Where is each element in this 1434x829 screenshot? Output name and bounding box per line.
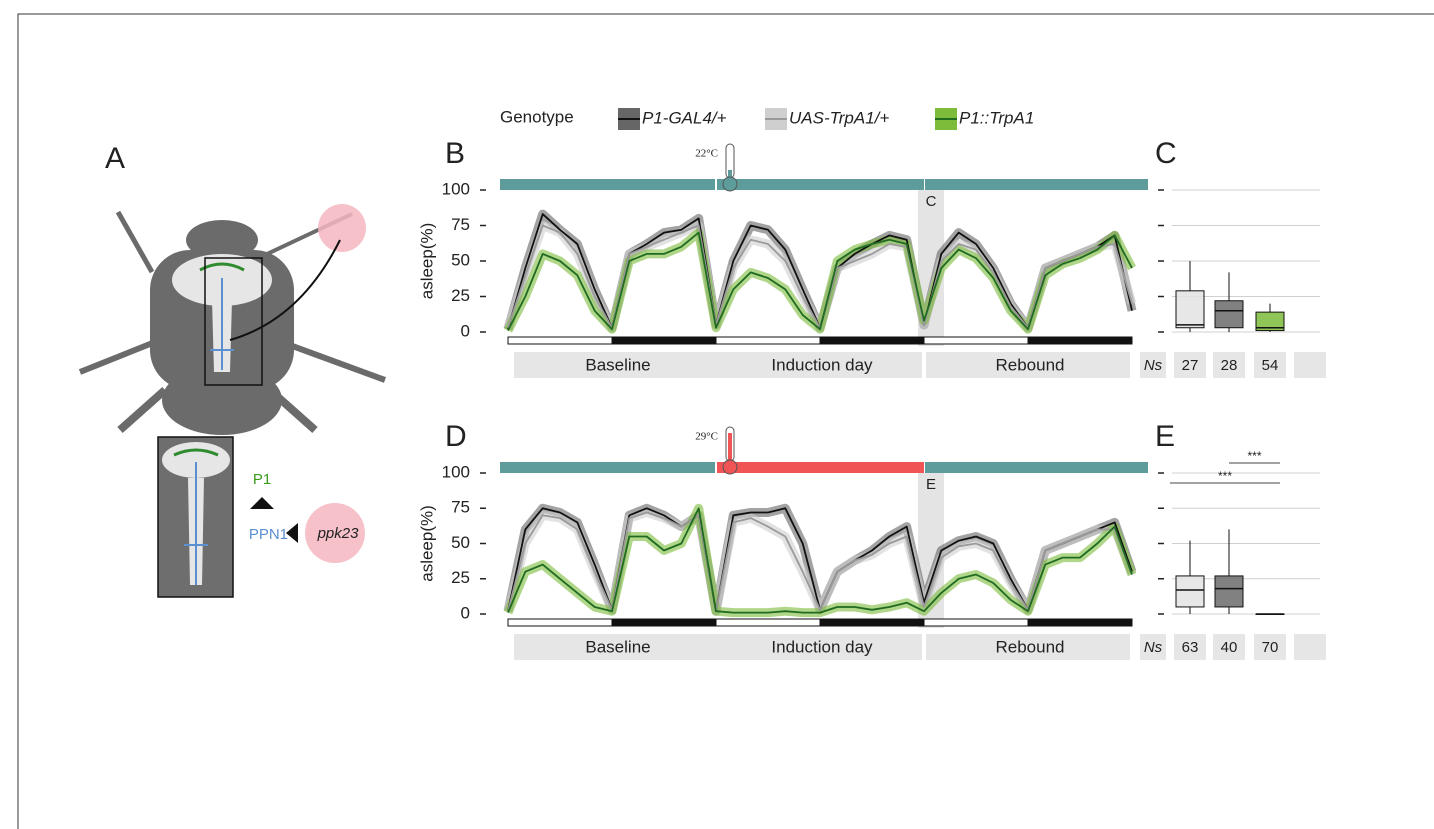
y-tick-label: 100 — [442, 462, 470, 481]
ns-box — [1294, 352, 1326, 378]
ppn1-label: PPN1 — [249, 526, 288, 543]
temperature-bar — [500, 462, 715, 473]
light-dark-bar — [508, 619, 612, 626]
panel-label: E — [1155, 420, 1175, 453]
significance-label: *** — [1247, 449, 1261, 463]
period-label: Induction day — [771, 355, 873, 374]
y-axis-label: asleep(%) — [417, 505, 436, 582]
y-tick-label: 75 — [451, 215, 470, 234]
ppk23-label: ppk23 — [317, 525, 360, 542]
light-dark-bar — [612, 337, 716, 344]
temperature-bar — [717, 179, 924, 190]
light-dark-bar — [820, 619, 924, 626]
y-tick-label: 0 — [461, 603, 470, 622]
y-tick-label: 75 — [451, 498, 470, 517]
temperature-label: 22°C — [695, 148, 718, 160]
temperature-label: 29°C — [695, 431, 718, 443]
n-value: 27 — [1182, 357, 1199, 374]
thermometer-fill — [728, 433, 732, 463]
y-axis-label: asleep(%) — [417, 223, 436, 300]
temperature-bar — [500, 179, 715, 190]
n-value: 28 — [1221, 357, 1238, 374]
legend-entry: P1::TrpA1 — [959, 108, 1034, 127]
ns-label: Ns — [1144, 639, 1163, 656]
legend-title: Genotype — [500, 107, 574, 126]
temperature-bar — [717, 462, 924, 473]
period-label: Baseline — [585, 637, 650, 656]
light-dark-bar — [1028, 337, 1132, 344]
period-label: Induction day — [771, 637, 873, 656]
period-label: Baseline — [585, 355, 650, 374]
light-dark-bar — [1028, 619, 1132, 626]
light-dark-bar — [716, 619, 820, 626]
significance-label: *** — [1218, 469, 1232, 483]
light-dark-bar — [716, 337, 820, 344]
period-label: Rebound — [995, 637, 1064, 656]
n-value: 70 — [1262, 639, 1279, 656]
n-value: 40 — [1221, 639, 1238, 656]
panel-label: C — [1155, 137, 1177, 170]
y-tick-label: 50 — [451, 533, 470, 552]
light-dark-bar — [612, 619, 716, 626]
box-body — [1215, 301, 1243, 328]
ns-label: Ns — [1144, 357, 1163, 374]
box-body — [1215, 576, 1243, 607]
y-tick-label: 50 — [451, 250, 470, 269]
y-tick-label: 25 — [451, 286, 470, 305]
light-dark-bar — [924, 619, 1028, 626]
temperature-bar — [925, 179, 1148, 190]
panel-label: D — [445, 420, 467, 453]
window-label: C — [926, 193, 937, 210]
light-dark-bar — [508, 337, 612, 344]
thermometer-bulb — [723, 460, 737, 474]
legend-entry: P1-GAL4/+ — [642, 108, 727, 127]
y-tick-label: 100 — [442, 179, 470, 198]
panel-label: A — [105, 142, 125, 175]
temperature-bar — [925, 462, 1148, 473]
thermometer-bulb — [723, 177, 737, 191]
window-label: E — [926, 476, 936, 493]
y-tick-label: 25 — [451, 568, 470, 587]
ns-box — [1294, 634, 1326, 660]
light-dark-bar — [820, 337, 924, 344]
box-body — [1176, 291, 1204, 328]
panel-label: B — [445, 137, 465, 170]
n-value: 54 — [1262, 357, 1279, 374]
p1-label: P1 — [253, 471, 271, 488]
legend-entry: UAS-TrpA1/+ — [789, 108, 889, 127]
n-value: 63 — [1182, 639, 1199, 656]
figure: A P1 PPN1 ppk23 Genotype B 22°C C 0 25 50 75 10… — [0, 0, 1434, 829]
period-label: Rebound — [995, 355, 1064, 374]
box-body — [1176, 576, 1204, 607]
light-dark-bar — [924, 337, 1028, 344]
y-tick-label: 0 — [461, 321, 470, 340]
